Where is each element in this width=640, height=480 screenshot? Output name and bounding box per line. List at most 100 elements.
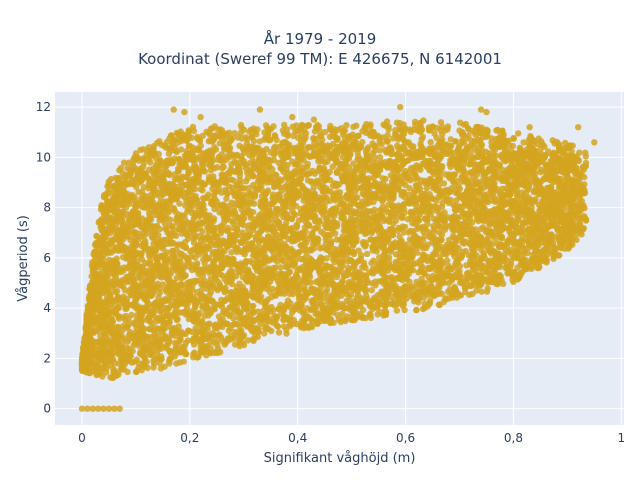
data-point bbox=[185, 128, 193, 135]
data-point bbox=[582, 149, 589, 156]
data-point bbox=[234, 134, 241, 141]
data-point bbox=[180, 358, 187, 365]
data-point bbox=[342, 317, 349, 325]
data-point bbox=[117, 181, 124, 188]
data-point bbox=[323, 286, 331, 294]
data-point bbox=[261, 136, 268, 143]
data-point bbox=[576, 221, 583, 228]
data-point bbox=[182, 230, 189, 237]
data-point bbox=[331, 128, 339, 136]
data-point bbox=[88, 308, 95, 315]
data-point bbox=[150, 143, 157, 150]
data-point bbox=[135, 157, 143, 164]
data-point bbox=[148, 333, 155, 340]
data-point bbox=[519, 227, 526, 234]
data-point bbox=[578, 171, 585, 178]
data-point bbox=[199, 132, 206, 139]
data-point bbox=[336, 189, 344, 196]
data-point bbox=[537, 145, 544, 153]
data-point bbox=[81, 335, 88, 342]
data-point bbox=[102, 369, 110, 376]
data-point bbox=[360, 314, 367, 321]
data-point bbox=[250, 181, 257, 189]
data-point bbox=[273, 136, 280, 144]
data-point bbox=[515, 130, 522, 137]
data-point bbox=[105, 178, 113, 185]
data-point bbox=[250, 137, 258, 145]
data-point bbox=[327, 316, 334, 323]
data-point bbox=[163, 342, 170, 349]
data-point bbox=[394, 134, 401, 141]
data-point bbox=[392, 127, 399, 134]
data-point bbox=[125, 233, 133, 240]
data-point bbox=[166, 357, 173, 365]
data-point bbox=[460, 121, 468, 128]
data-point bbox=[117, 164, 125, 172]
data-point bbox=[388, 300, 395, 307]
data-point bbox=[88, 338, 95, 345]
data-point bbox=[509, 142, 517, 150]
data-point bbox=[95, 368, 102, 375]
data-point bbox=[186, 142, 193, 149]
data-point bbox=[106, 190, 113, 197]
data-point bbox=[469, 290, 476, 298]
data-point bbox=[198, 348, 206, 355]
data-point bbox=[435, 244, 442, 252]
data-point bbox=[426, 297, 434, 304]
data-point bbox=[166, 145, 173, 152]
data-point bbox=[442, 127, 449, 134]
data-point bbox=[199, 164, 207, 172]
data-point bbox=[174, 139, 182, 146]
data-point bbox=[99, 373, 106, 380]
data-point bbox=[174, 130, 182, 138]
data-point bbox=[126, 166, 134, 173]
data-point bbox=[304, 221, 311, 229]
data-point bbox=[582, 216, 589, 223]
data-point bbox=[190, 215, 197, 222]
data-point bbox=[393, 119, 401, 126]
data-point bbox=[400, 229, 408, 236]
data-point bbox=[575, 157, 582, 165]
data-point bbox=[427, 139, 434, 146]
data-point bbox=[80, 347, 87, 354]
data-point bbox=[326, 274, 333, 282]
data-point bbox=[527, 135, 534, 142]
data-point bbox=[120, 159, 128, 166]
data-point bbox=[283, 126, 291, 133]
data-point bbox=[340, 161, 347, 169]
data-point bbox=[173, 360, 180, 367]
data-point bbox=[125, 159, 133, 166]
data-point bbox=[128, 311, 135, 319]
data-point bbox=[382, 309, 390, 316]
data-point bbox=[321, 128, 329, 136]
data-point bbox=[346, 294, 353, 301]
data-point bbox=[220, 309, 227, 316]
data-point bbox=[353, 314, 360, 321]
data-point bbox=[238, 124, 245, 131]
data-points bbox=[78, 103, 598, 412]
data-point bbox=[392, 251, 400, 258]
data-point bbox=[431, 130, 438, 137]
data-point bbox=[117, 366, 124, 374]
data-point bbox=[173, 274, 180, 282]
data-point bbox=[465, 126, 472, 133]
data-point bbox=[209, 137, 217, 145]
data-point bbox=[582, 159, 590, 167]
data-point bbox=[455, 191, 463, 198]
data-point bbox=[112, 174, 119, 182]
data-point bbox=[534, 264, 541, 271]
data-point bbox=[138, 188, 146, 195]
data-point bbox=[254, 126, 261, 133]
data-point bbox=[575, 178, 583, 185]
data-point bbox=[310, 184, 317, 192]
data-point bbox=[244, 337, 252, 344]
data-point bbox=[275, 329, 283, 336]
data-point bbox=[556, 252, 563, 259]
data-point bbox=[261, 330, 268, 337]
data-point bbox=[376, 138, 383, 145]
data-point bbox=[172, 148, 179, 155]
data-point bbox=[335, 316, 342, 323]
data-point bbox=[568, 183, 576, 190]
data-point bbox=[569, 142, 576, 149]
